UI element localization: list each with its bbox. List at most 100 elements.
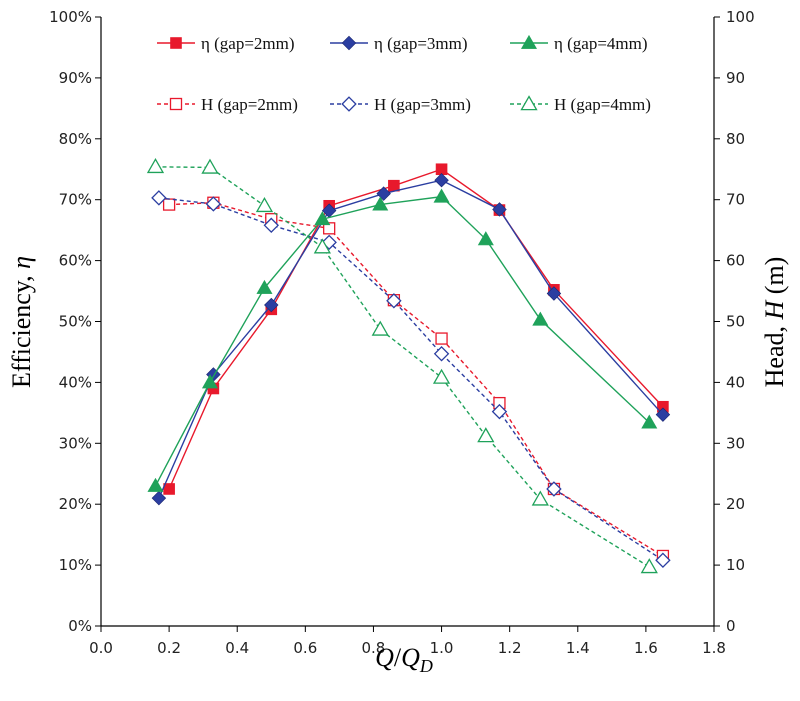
data-point xyxy=(433,346,450,362)
series-1 xyxy=(163,163,669,495)
data-point xyxy=(151,190,167,206)
data-point xyxy=(323,222,336,235)
data-point xyxy=(640,558,658,574)
data-point xyxy=(546,286,562,301)
series-2 xyxy=(151,172,671,506)
data-point xyxy=(201,158,219,174)
legend-entry: η (gap=2mm) xyxy=(157,34,295,53)
data-point xyxy=(321,234,337,251)
y-right-tick-label: 40 xyxy=(726,373,745,391)
x-tick-label: 1.8 xyxy=(702,639,726,657)
x-tick-label: 1.0 xyxy=(430,639,454,657)
y-right-tick-label: 70 xyxy=(726,191,745,209)
legend-entry: H (gap=3mm) xyxy=(330,95,471,114)
y-right-tick-label: 80 xyxy=(726,130,745,148)
legend-label: H (gap=2mm) xyxy=(201,95,298,114)
data-point xyxy=(151,490,167,506)
series-4 xyxy=(162,196,670,563)
data-point xyxy=(147,477,164,492)
series-line xyxy=(169,202,664,557)
data-point xyxy=(372,196,389,211)
y-axis-right-label: Head, H (m) xyxy=(760,257,789,388)
x-tick-label: 0.4 xyxy=(225,639,249,657)
x-tick-label: 1.6 xyxy=(634,639,658,657)
series-line xyxy=(155,166,650,568)
series-line xyxy=(154,195,650,487)
series-layer xyxy=(146,158,671,574)
series-5 xyxy=(151,190,671,568)
legend-entry: H (gap=4mm) xyxy=(510,95,651,114)
y-right-tick-label: 50 xyxy=(726,313,745,331)
data-point xyxy=(371,320,389,336)
series-line xyxy=(158,197,664,561)
legend-marker xyxy=(520,95,538,111)
y-left-tick-label: 90% xyxy=(59,69,92,87)
data-point xyxy=(432,368,451,384)
data-point xyxy=(255,196,274,213)
data-point xyxy=(256,279,273,294)
legend: η (gap=2mm) η (gap=3mm) η (gap=4mm) H (gap=… xyxy=(157,34,651,114)
data-point xyxy=(376,186,391,201)
data-point xyxy=(201,374,218,389)
legend-entry: η (gap=4mm) xyxy=(510,34,648,53)
y-left-tick-label: 40% xyxy=(59,373,92,391)
data-point xyxy=(263,217,279,233)
data-point xyxy=(491,403,508,420)
data-point xyxy=(477,427,495,443)
legend-marker xyxy=(169,97,183,111)
data-point xyxy=(532,311,549,326)
data-point xyxy=(205,196,222,212)
y-right-tick-label: 60 xyxy=(726,252,745,270)
x-tick-label: 0.2 xyxy=(157,639,181,657)
data-point xyxy=(531,490,549,506)
data-point xyxy=(264,297,279,313)
y-right-tick-label: 100 xyxy=(726,8,755,26)
axis-ticks: 0.0 0.2 0.4 0.6 0.8 1.0 1.2 1.4 1.6 1.8 0% 10% 20% 30… xyxy=(49,8,755,657)
y-left-tick-label: 10% xyxy=(59,556,92,574)
legend-entry: η (gap=3mm) xyxy=(330,34,468,53)
x-tick-label: 0.0 xyxy=(89,639,113,657)
legend-marker xyxy=(341,96,357,112)
y-right-tick-label: 90 xyxy=(726,69,745,87)
x-tick-label: 0.6 xyxy=(293,639,317,657)
x-axis-label: Q/QD xyxy=(375,643,433,676)
legend-entry: H (gap=2mm) xyxy=(157,95,298,114)
data-point xyxy=(435,332,448,345)
data-point xyxy=(388,179,400,192)
y-axis-left-label: Efficiency, η xyxy=(7,256,36,388)
data-point xyxy=(477,231,494,246)
legend-marker xyxy=(341,35,357,51)
y-left-tick-label: 20% xyxy=(59,495,92,513)
legend-marker xyxy=(170,37,182,49)
series-6 xyxy=(146,158,658,574)
x-tick-label: 0.8 xyxy=(362,639,386,657)
y-left-tick-label: 60% xyxy=(59,252,92,270)
series-3 xyxy=(147,188,658,492)
series-line xyxy=(168,168,664,490)
y-left-tick-label: 50% xyxy=(59,313,92,331)
y-right-tick-label: 20 xyxy=(726,495,745,513)
y-left-tick-label: 80% xyxy=(59,130,92,148)
data-point xyxy=(492,202,507,217)
legend-label: H (gap=3mm) xyxy=(374,95,471,114)
y-left-tick-label: 100% xyxy=(49,8,92,26)
y-left-tick-label: 30% xyxy=(59,434,92,452)
data-point xyxy=(162,198,176,211)
data-point xyxy=(313,238,331,254)
x-tick-label: 1.2 xyxy=(498,639,522,657)
legend-marker xyxy=(520,34,538,49)
legend-label: η (gap=4mm) xyxy=(554,34,648,53)
y-left-tick-label: 70% xyxy=(59,191,92,209)
y-right-tick-label: 10 xyxy=(726,556,745,574)
legend-label: η (gap=2mm) xyxy=(201,34,295,53)
y-right-tick-label: 30 xyxy=(726,434,745,452)
data-point xyxy=(433,188,450,203)
data-point xyxy=(146,158,165,174)
data-point xyxy=(386,293,402,309)
data-point xyxy=(655,407,671,422)
legend-label: H (gap=4mm) xyxy=(554,95,651,114)
y-left-tick-label: 0% xyxy=(68,617,92,635)
x-tick-label: 1.4 xyxy=(566,639,590,657)
data-point xyxy=(546,481,562,497)
